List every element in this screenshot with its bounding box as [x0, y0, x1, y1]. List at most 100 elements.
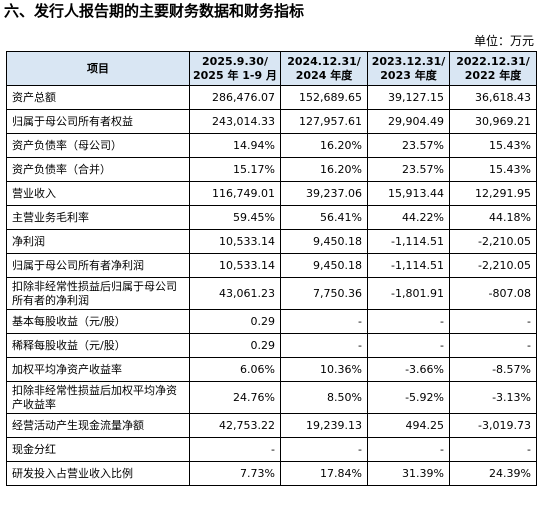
table-cell: 12,291.95: [449, 181, 537, 206]
table-row: 稀释每股收益（元/股） 0.29- - -: [6, 333, 537, 358]
table-cell: 9,450.18: [280, 229, 368, 254]
table-cell: 0.29: [189, 309, 281, 334]
table-row: 经营活动产生现金流量净额 42,753.22 19,239.13 494.25 -3,0…: [6, 413, 537, 438]
table-row: 现金分红 - - - -: [6, 437, 537, 462]
table-cell: -807.08: [449, 277, 537, 310]
table-cell: 24.39%: [449, 461, 537, 486]
table-row: 归属于母公司所有者权益 243,014.33 127,957.61 29,904.49…: [6, 109, 537, 134]
table-cell: -: [449, 309, 537, 334]
table-cell: -: [367, 309, 450, 334]
table-cell: 10,533.14: [189, 253, 281, 278]
table-cell: 59.45%: [189, 205, 281, 230]
table-cell: 44.18%: [449, 205, 537, 230]
table-cell: 23.57%: [367, 157, 450, 182]
table-cell: 152,689.65: [280, 85, 368, 110]
table-cell: -3.13%: [449, 381, 537, 414]
row-label: 资产负债率（母公司）: [6, 133, 190, 158]
table-cell: 286,476.07: [189, 85, 281, 110]
table-cell: 10,533.14: [189, 229, 281, 254]
table-cell: -2,210.05: [449, 253, 537, 278]
table-cell: 9,450.18: [280, 253, 368, 278]
table-cell: -: [280, 333, 368, 358]
row-label: 归属于母公司所有者净利润: [6, 253, 190, 278]
table-row: 基本每股收益（元/股） 0.29- - -: [6, 309, 537, 334]
row-label: 资产总额: [6, 85, 190, 110]
table-row: 主营业务毛利率 59.45% 56.41% 44.22% 44.18%: [6, 205, 537, 230]
table-row: 归属于母公司所有者净利润 10,533.14 9,450.18 -1,114.51 -2…: [6, 253, 537, 278]
table-row: 营业收入 116,749.01 39,237.06 15,913.44 12,291.9…: [6, 181, 537, 206]
table-cell: 24.76%: [189, 381, 281, 414]
row-label: 资产负债率（合并）: [6, 157, 190, 182]
table-cell: 15.17%: [189, 157, 281, 182]
table-cell: -: [449, 333, 537, 358]
table-cell: 127,957.61: [280, 109, 368, 134]
table-cell: 44.22%: [367, 205, 450, 230]
table-header-row: 项目 2025.9.30/ 2025 年 1-9 月 2024.12.31/ 2…: [6, 51, 537, 86]
table-cell: 29,904.49: [367, 109, 450, 134]
table-cell: 17.84%: [280, 461, 368, 486]
table-body: 资产总额 286,476.07 152,689.65 39,127.15 36,618.…: [6, 85, 537, 486]
table-row: 加权平均净资产收益率 6.06% 10.36% -3.66% -8.57%: [6, 357, 537, 382]
row-label: 稀释每股收益（元/股）: [6, 333, 190, 358]
row-label: 经营活动产生现金流量净额: [6, 413, 190, 438]
table-cell: -1,114.51: [367, 253, 450, 278]
table-cell: 56.41%: [280, 205, 368, 230]
table-cell: 39,127.15: [367, 85, 450, 110]
table-cell: 23.57%: [367, 133, 450, 158]
table-cell: 39,237.06: [280, 181, 368, 206]
table-cell: 10.36%: [280, 357, 368, 382]
table-cell: -: [367, 437, 450, 462]
table-cell: 19,239.13: [280, 413, 368, 438]
table-cell: 14.94%: [189, 133, 281, 158]
table-cell: 43,061.23: [189, 277, 281, 310]
table-cell: -3.66%: [367, 357, 450, 382]
row-label: 现金分红: [6, 437, 190, 462]
table-cell: 6.06%: [189, 357, 281, 382]
row-label: 扣除非经常性损益后归属于母公司所有者的净利润: [6, 277, 190, 310]
table-row: 资产总额 286,476.07 152,689.65 39,127.15 36,618.…: [6, 85, 537, 110]
table-cell: -: [280, 437, 368, 462]
table-row: 研发投入占营业收入比例 7.73% 17.84% 31.39% 24.39%: [6, 461, 537, 486]
table-cell: 15.43%: [449, 133, 537, 158]
table-row: 扣除非经常性损益后归属于母公司所有者的净利润 43,061.23 7,750.36-…: [6, 277, 537, 310]
table-cell: 8.50%: [280, 381, 368, 414]
unit-label: 单位：万元: [473, 34, 534, 48]
table-cell: -: [280, 309, 368, 334]
table-cell: 36,618.43: [449, 85, 537, 110]
table-cell: 30,969.21: [449, 109, 537, 134]
table-cell: -: [189, 437, 281, 462]
table-cell: -3,019.73: [449, 413, 537, 438]
table-cell: 42,753.22: [189, 413, 281, 438]
column-header-2024: 2024.12.31/ 2024 年度: [280, 51, 368, 86]
table-cell: -1,801.91: [367, 277, 450, 310]
table-cell: 31.39%: [367, 461, 450, 486]
column-header-item: 项目: [6, 51, 190, 86]
row-label: 基本每股收益（元/股）: [6, 309, 190, 334]
table-cell: 15,913.44: [367, 181, 450, 206]
row-label: 归属于母公司所有者权益: [6, 109, 190, 134]
row-label: 营业收入: [6, 181, 190, 206]
table-cell: 7,750.36: [280, 277, 368, 310]
table-cell: 116,749.01: [189, 181, 281, 206]
table-cell: 16.20%: [280, 133, 368, 158]
table-cell: -5.92%: [367, 381, 450, 414]
table-cell: -2,210.05: [449, 229, 537, 254]
row-label: 净利润: [6, 229, 190, 254]
table-cell: 243,014.33: [189, 109, 281, 134]
table-row: 资产负债率（合并） 15.17% 16.20% 23.57% 15.43%: [6, 157, 537, 182]
table-row: 扣除非经常性损益后加权平均净资产收益率 24.76% 8.50% -5.92% -3.1…: [6, 381, 537, 414]
row-label: 主营业务毛利率: [6, 205, 190, 230]
column-header-2025: 2025.9.30/ 2025 年 1-9 月: [189, 51, 281, 86]
section-title: 六、发行人报告期的主要财务数据和财务指标: [4, 2, 305, 20]
table-cell: -8.57%: [449, 357, 537, 382]
column-header-2022: 2022.12.31/ 2022 年度: [449, 51, 537, 86]
table-row: 净利润 10,533.14 9,450.18 -1,114.51 -2,210.05: [6, 229, 537, 254]
table-cell: 0.29: [189, 333, 281, 358]
table-cell: -: [367, 333, 450, 358]
table-cell: 7.73%: [189, 461, 281, 486]
row-label: 扣除非经常性损益后加权平均净资产收益率: [6, 381, 190, 414]
row-label: 加权平均净资产收益率: [6, 357, 190, 382]
column-header-2023: 2023.12.31/ 2023 年度: [367, 51, 450, 86]
table-row: 资产负债率（母公司） 14.94% 16.20% 23.57% 15.43%: [6, 133, 537, 158]
table-cell: -: [449, 437, 537, 462]
